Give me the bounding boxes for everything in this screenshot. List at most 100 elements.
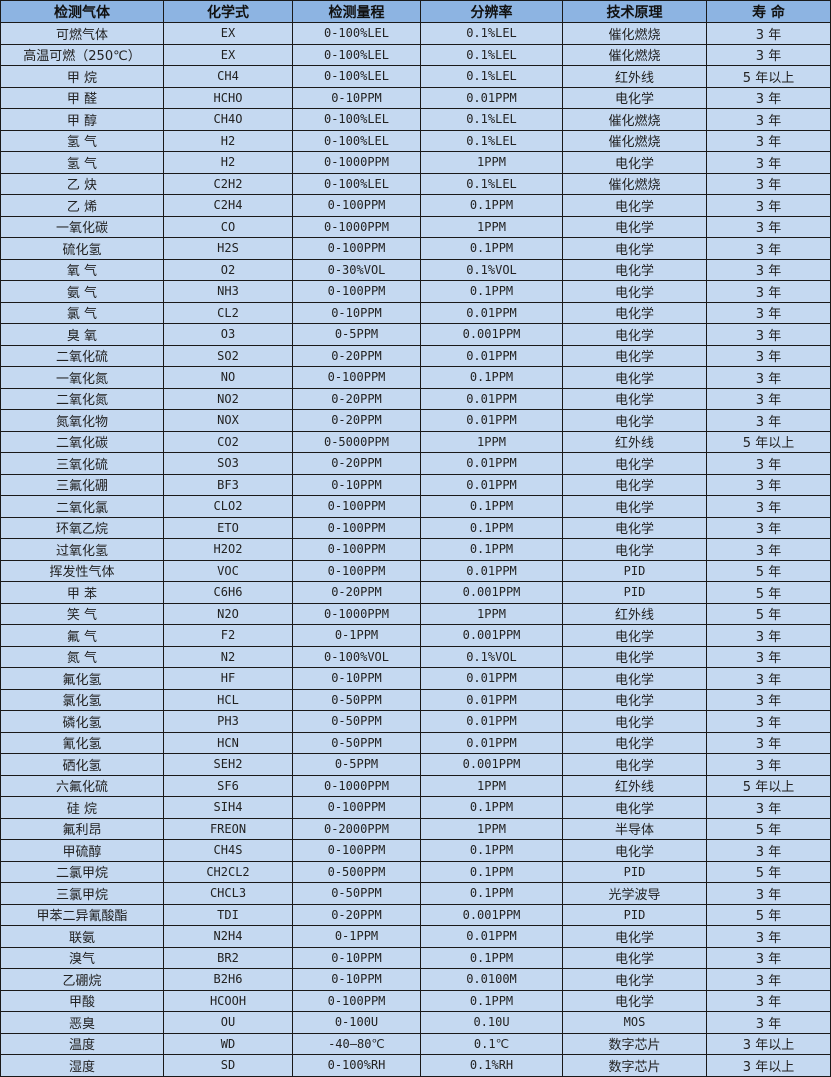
cell-resolution: 0.1PPM [420, 839, 563, 862]
cell-formula: CO2 [163, 430, 293, 453]
cell-range: 0-50PPM [292, 710, 421, 733]
cell-lifespan: 3 年 [706, 839, 831, 862]
header-range: 检测量程 [292, 0, 421, 23]
cell-lifespan: 5 年 [706, 860, 831, 883]
cell-formula: C6H6 [163, 581, 293, 604]
cell-gas: 二氧化氮 [0, 387, 164, 410]
table-row: 氢 气 H2 0-100%LEL 0.1%LEL 催化燃烧 3 年 [0, 129, 831, 152]
cell-range: 0-10PPM [292, 946, 421, 969]
table-row: 臭 氧 O3 0-5PPM 0.001PPM 电化学 3 年 [0, 323, 831, 346]
cell-lifespan: 3 年以上 [706, 1054, 831, 1077]
cell-lifespan: 3 年 [706, 86, 831, 109]
cell-resolution: 1PPM [420, 151, 563, 174]
table-row: 可燃气体 EX 0-100%LEL 0.1%LEL 催化燃烧 3 年 [0, 22, 831, 45]
table-row: 甲苯二异氰酸酯 TDI 0-20PPM 0.001PPM PID 5 年 [0, 903, 831, 926]
cell-gas: 甲 烷 [0, 65, 164, 88]
cell-formula: CH4 [163, 65, 293, 88]
header-row: 检测气体 化学式 检测量程 分辨率 技术原理 寿 命 [0, 0, 831, 23]
cell-range: 0-50PPM [292, 688, 421, 711]
cell-lifespan: 5 年以上 [706, 430, 831, 453]
cell-resolution: 0.001PPM [420, 753, 563, 776]
cell-lifespan: 3 年 [706, 495, 831, 518]
table-row: 三氧化硫 SO3 0-20PPM 0.01PPM 电化学 3 年 [0, 452, 831, 475]
cell-formula: TDI [163, 903, 293, 926]
cell-resolution: 0.1PPM [420, 280, 563, 303]
cell-resolution: 0.01PPM [420, 667, 563, 690]
cell-principle: 电化学 [562, 151, 707, 174]
cell-lifespan: 3 年 [706, 237, 831, 260]
cell-principle: 电化学 [562, 688, 707, 711]
cell-resolution: 0.01PPM [420, 409, 563, 432]
table-row: 温度 WD -40—80℃ 0.1℃ 数字芯片 3 年以上 [0, 1032, 831, 1055]
cell-range: 0-100%LEL [292, 129, 421, 152]
header-lifespan: 寿 命 [706, 0, 831, 23]
cell-range: 0-100PPM [292, 559, 421, 582]
cell-formula: HCN [163, 731, 293, 754]
table-row: 甲 烷 CH4 0-100%LEL 0.1%LEL 红外线 5 年以上 [0, 65, 831, 88]
cell-resolution: 0.1PPM [420, 516, 563, 539]
cell-gas: 二氧化硫 [0, 344, 164, 367]
cell-formula: H2 [163, 151, 293, 174]
cell-range: 0-100PPM [292, 839, 421, 862]
cell-principle: 电化学 [562, 237, 707, 260]
cell-formula: NO [163, 366, 293, 389]
cell-range: 0-50PPM [292, 882, 421, 905]
cell-lifespan: 5 年 [706, 581, 831, 604]
cell-range: 0-10PPM [292, 667, 421, 690]
cell-formula: VOC [163, 559, 293, 582]
cell-resolution: 0.01PPM [420, 710, 563, 733]
cell-principle: 红外线 [562, 430, 707, 453]
cell-formula: C2H2 [163, 172, 293, 195]
cell-range: 0-100%LEL [292, 22, 421, 45]
table-row: 甲 醇 CH4O 0-100%LEL 0.1%LEL 催化燃烧 3 年 [0, 108, 831, 131]
cell-gas: 氯化氢 [0, 688, 164, 711]
cell-range: 0-500PPM [292, 860, 421, 883]
table-row: 二氧化氯 CLO2 0-100PPM 0.1PPM 电化学 3 年 [0, 495, 831, 518]
table-row: 氧 气 O2 0-30%VOL 0.1%VOL 电化学 3 年 [0, 258, 831, 281]
cell-lifespan: 3 年 [706, 22, 831, 45]
cell-resolution: 0.001PPM [420, 624, 563, 647]
cell-principle: 催化燃烧 [562, 129, 707, 152]
cell-principle: 红外线 [562, 774, 707, 797]
cell-principle: 催化燃烧 [562, 43, 707, 66]
cell-resolution: 0.01PPM [420, 86, 563, 109]
cell-resolution: 0.1PPM [420, 989, 563, 1012]
cell-principle: 电化学 [562, 516, 707, 539]
cell-resolution: 0.1PPM [420, 237, 563, 260]
cell-principle: 数字芯片 [562, 1032, 707, 1055]
cell-lifespan: 3 年 [706, 409, 831, 432]
cell-formula: O2 [163, 258, 293, 281]
cell-resolution: 1PPM [420, 430, 563, 453]
cell-formula: NO2 [163, 387, 293, 410]
cell-lifespan: 5 年以上 [706, 774, 831, 797]
cell-range: 0-10PPM [292, 86, 421, 109]
cell-gas: 甲苯二异氰酸酯 [0, 903, 164, 926]
table-row: 氯化氢 HCL 0-50PPM 0.01PPM 电化学 3 年 [0, 688, 831, 711]
table-row: 一氧化碳 CO 0-1000PPM 1PPM 电化学 3 年 [0, 215, 831, 238]
cell-gas: 过氧化氢 [0, 538, 164, 561]
cell-lifespan: 3 年 [706, 516, 831, 539]
cell-formula: SEH2 [163, 753, 293, 776]
cell-resolution: 1PPM [420, 602, 563, 625]
cell-formula: FREON [163, 817, 293, 840]
cell-gas: 氟利昂 [0, 817, 164, 840]
cell-resolution: 0.1%LEL [420, 65, 563, 88]
cell-range: 0-100PPM [292, 538, 421, 561]
cell-resolution: 0.1%LEL [420, 108, 563, 131]
cell-gas: 氨 气 [0, 280, 164, 303]
cell-range: 0-20PPM [292, 581, 421, 604]
cell-formula: H2S [163, 237, 293, 260]
table-row: 三氟化硼 BF3 0-10PPM 0.01PPM 电化学 3 年 [0, 473, 831, 496]
cell-gas: 氟化氢 [0, 667, 164, 690]
cell-principle: MOS [562, 1011, 707, 1034]
cell-gas: 一氧化氮 [0, 366, 164, 389]
cell-resolution: 0.01PPM [420, 301, 563, 324]
cell-formula: SO2 [163, 344, 293, 367]
cell-resolution: 0.1PPM [420, 538, 563, 561]
table-row: 氟利昂 FREON 0-2000PPM 1PPM 半导体 5 年 [0, 817, 831, 840]
cell-principle: 电化学 [562, 753, 707, 776]
cell-principle: 电化学 [562, 344, 707, 367]
cell-gas: 甲硫醇 [0, 839, 164, 862]
cell-formula: BF3 [163, 473, 293, 496]
cell-lifespan: 3 年 [706, 108, 831, 131]
